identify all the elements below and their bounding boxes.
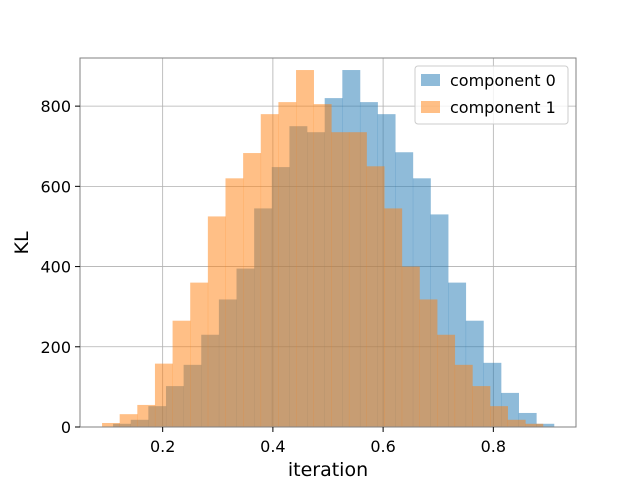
histogram-bar	[490, 406, 508, 427]
series-component-1	[102, 70, 544, 428]
y-tick-label: 800	[40, 97, 71, 116]
y-tick-label: 600	[40, 177, 71, 196]
histogram-bar	[525, 423, 544, 427]
legend-box	[414, 65, 569, 125]
y-axis-label: KL	[11, 231, 33, 254]
tick-labels: 0.2 0.4 0.6 0.8 0 200 400 600 800	[40, 97, 506, 456]
histogram-bar	[348, 132, 367, 427]
histogram-bar	[207, 216, 226, 427]
legend-swatch-component-1	[421, 101, 440, 113]
y-tick-label: 400	[40, 258, 71, 277]
histogram-bar	[154, 363, 173, 427]
x-tick-label: 0.8	[481, 437, 506, 456]
histogram-bar	[172, 320, 191, 427]
histogram-bar	[384, 208, 403, 427]
y-tick-label: 200	[40, 338, 71, 357]
x-tick-label: 0.4	[260, 437, 285, 456]
legend: component 0 component 1	[414, 65, 569, 125]
histogram-bar	[243, 153, 262, 427]
histogram-bar	[331, 132, 350, 427]
histogram-bar	[190, 282, 209, 427]
histogram-bar	[507, 419, 526, 427]
y-tick-label: 0	[61, 418, 71, 437]
histogram-bar	[102, 422, 120, 427]
legend-label-component-1: component 1	[450, 98, 556, 117]
x-axis-label: iteration	[288, 459, 368, 480]
plot-frame	[79, 57, 577, 428]
histogram-bar	[119, 414, 138, 427]
histogram-bar	[536, 423, 555, 427]
histogram-bar	[472, 386, 491, 427]
histogram-bar	[454, 364, 473, 427]
bars	[102, 70, 555, 428]
histogram-bar	[419, 299, 438, 427]
legend-label-component-0: component 0	[450, 71, 556, 90]
histogram-bar	[260, 114, 279, 428]
histogram-bar	[437, 334, 456, 427]
legend-swatch-component-0	[421, 74, 440, 86]
histogram-bar	[313, 104, 332, 427]
histogram-bar	[278, 102, 297, 427]
histogram-bar	[296, 70, 314, 428]
x-tick-label: 0.2	[150, 437, 175, 456]
histogram-bar	[366, 166, 385, 428]
x-tick-label: 0.6	[370, 437, 395, 456]
tick-marks	[75, 105, 494, 432]
histogram-bar	[137, 404, 156, 427]
histogram-bar	[225, 178, 244, 427]
histogram-bar	[401, 266, 420, 427]
